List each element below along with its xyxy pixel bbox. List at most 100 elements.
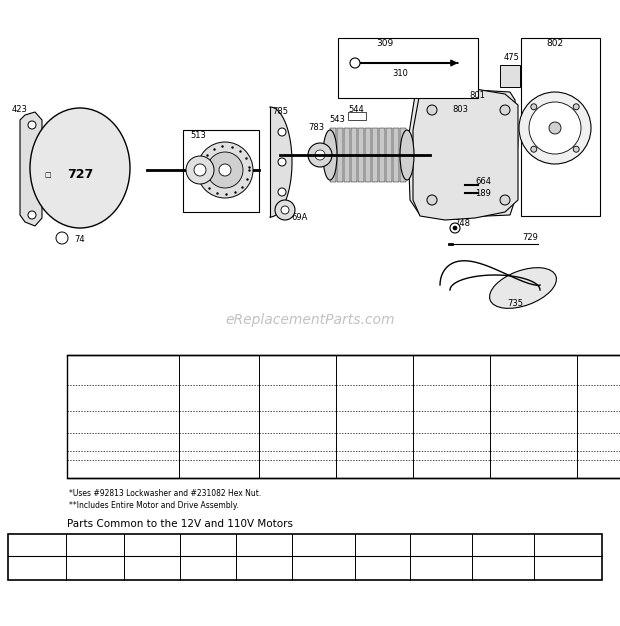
Text: 802: 802 [523,370,544,380]
Ellipse shape [323,130,337,180]
Text: 664: 664 [475,178,491,187]
Text: Drive Hsg.: Drive Hsg. [75,560,115,568]
Text: Ref. No.: Ref. No. [360,362,389,371]
Text: 475: 475 [504,53,520,63]
Text: Assembly: Assembly [595,398,620,406]
Circle shape [531,104,537,110]
Circle shape [427,105,437,115]
Text: 803: 803 [441,370,462,380]
Text: 309: 309 [209,370,229,380]
Text: Ref. No.: Ref. No. [367,538,398,544]
Bar [337,128,343,182]
Text: 729: 729 [522,232,538,242]
Circle shape [308,143,332,167]
Circle shape [186,156,214,184]
Text: 270718: 270718 [138,568,166,577]
Text: 727: 727 [86,545,104,553]
Text: 783: 783 [308,123,324,131]
Text: 475: 475 [605,370,620,380]
Text: 785: 785 [143,545,161,553]
Bar [393,128,399,182]
Text: 74: 74 [74,235,86,245]
Text: Motor Bolt: Motor Bolt [304,560,343,568]
Bar [348,112,366,120]
Ellipse shape [490,268,556,309]
Text: Washer: Washer [250,560,278,568]
Text: Rectifier: Rectifier [598,389,620,399]
Text: 93358: 93358 [429,568,453,577]
Circle shape [278,188,286,196]
Text: 69A: 69A [292,213,308,222]
Text: 69A: 69A [255,545,273,553]
Text: 390543: 390543 [81,568,110,577]
Text: American: American [123,414,163,423]
Bar [400,128,406,182]
Circle shape [519,92,591,164]
Text: 735: 735 [507,299,523,307]
Polygon shape [408,88,518,218]
Text: 93676: 93676 [252,568,276,577]
Text: Assembly: Assembly [431,398,472,406]
Text: Mounting Head: Mounting Head [539,560,597,568]
Bar [330,128,336,182]
Text: 230972: 230972 [193,568,223,577]
Bar [379,128,385,182]
Text: **Includes Entire Motor and Drive Assembly.: **Includes Entire Motor and Drive Assemb… [69,501,239,510]
Bar [386,128,392,182]
Circle shape [450,223,460,233]
Text: 544: 544 [365,370,384,380]
Text: Armature: Armature [355,389,394,399]
Text: 189: 189 [475,188,491,197]
Bar [521,38,600,216]
Text: 110V: 110V [112,464,134,473]
Text: 748: 748 [454,218,470,227]
Text: Commutator: Commutator [507,398,560,406]
Text: 423: 423 [29,545,46,553]
Text: @: @ [60,235,64,240]
Text: Parts Common to the 12V and 110V Motors: Parts Common to the 12V and 110V Motors [67,519,293,529]
Text: Ref. No.: Ref. No. [79,538,111,544]
Text: Ref. No.: Ref. No. [425,538,457,544]
Text: 801: 801 [559,545,577,553]
Text: Sem. Screw: Sem. Screw [15,560,59,568]
Text: 543: 543 [329,116,345,125]
Text: Subject: Subject [104,366,142,374]
Circle shape [219,164,231,176]
Text: Bosch: Bosch [123,421,148,431]
Circle shape [529,102,581,154]
Text: 513: 513 [190,130,206,140]
Text: Assembly: Assembly [277,398,318,406]
Text: Drive: Drive [286,389,309,399]
Bar [351,128,357,182]
Text: Ref. No.: Ref. No. [136,538,168,544]
Text: 801: 801 [469,91,485,100]
Text: End Cap Assy.: End Cap Assy. [504,389,563,399]
Circle shape [574,104,579,110]
Text: 803: 803 [452,106,468,115]
Text: 390581: 390581 [281,438,313,446]
Text: □: □ [45,172,51,178]
Text: 393842**: 393842** [199,464,239,473]
Text: Ref. No.: Ref. No. [205,362,234,371]
Polygon shape [413,88,518,220]
Text: 802: 802 [546,39,564,48]
Circle shape [56,232,68,244]
Text: 513: 513 [288,370,308,380]
Text: Ref. No.: Ref. No. [248,538,280,544]
Text: 783: 783 [200,545,216,553]
Text: Ref. No.: Ref. No. [519,362,548,371]
Circle shape [194,164,206,176]
Text: *Uses #92813 Lockwasher and #231082 Hex Nut.: *Uses #92813 Lockwasher and #231082 Hex … [69,490,261,498]
Text: 93648: 93648 [311,568,335,577]
Bar [344,128,350,182]
Text: Ref. No.: Ref. No. [21,538,53,544]
Text: 93649: 93649 [370,568,395,577]
Text: eReplacementParts.com: eReplacementParts.com [225,313,395,327]
Circle shape [500,195,510,205]
Text: 390465: 390465 [518,438,549,446]
Text: Assembly: Assembly [354,398,395,406]
Bar [372,128,378,182]
Circle shape [28,121,36,129]
Text: 390551*: 390551* [201,438,237,446]
Circle shape [350,58,360,68]
